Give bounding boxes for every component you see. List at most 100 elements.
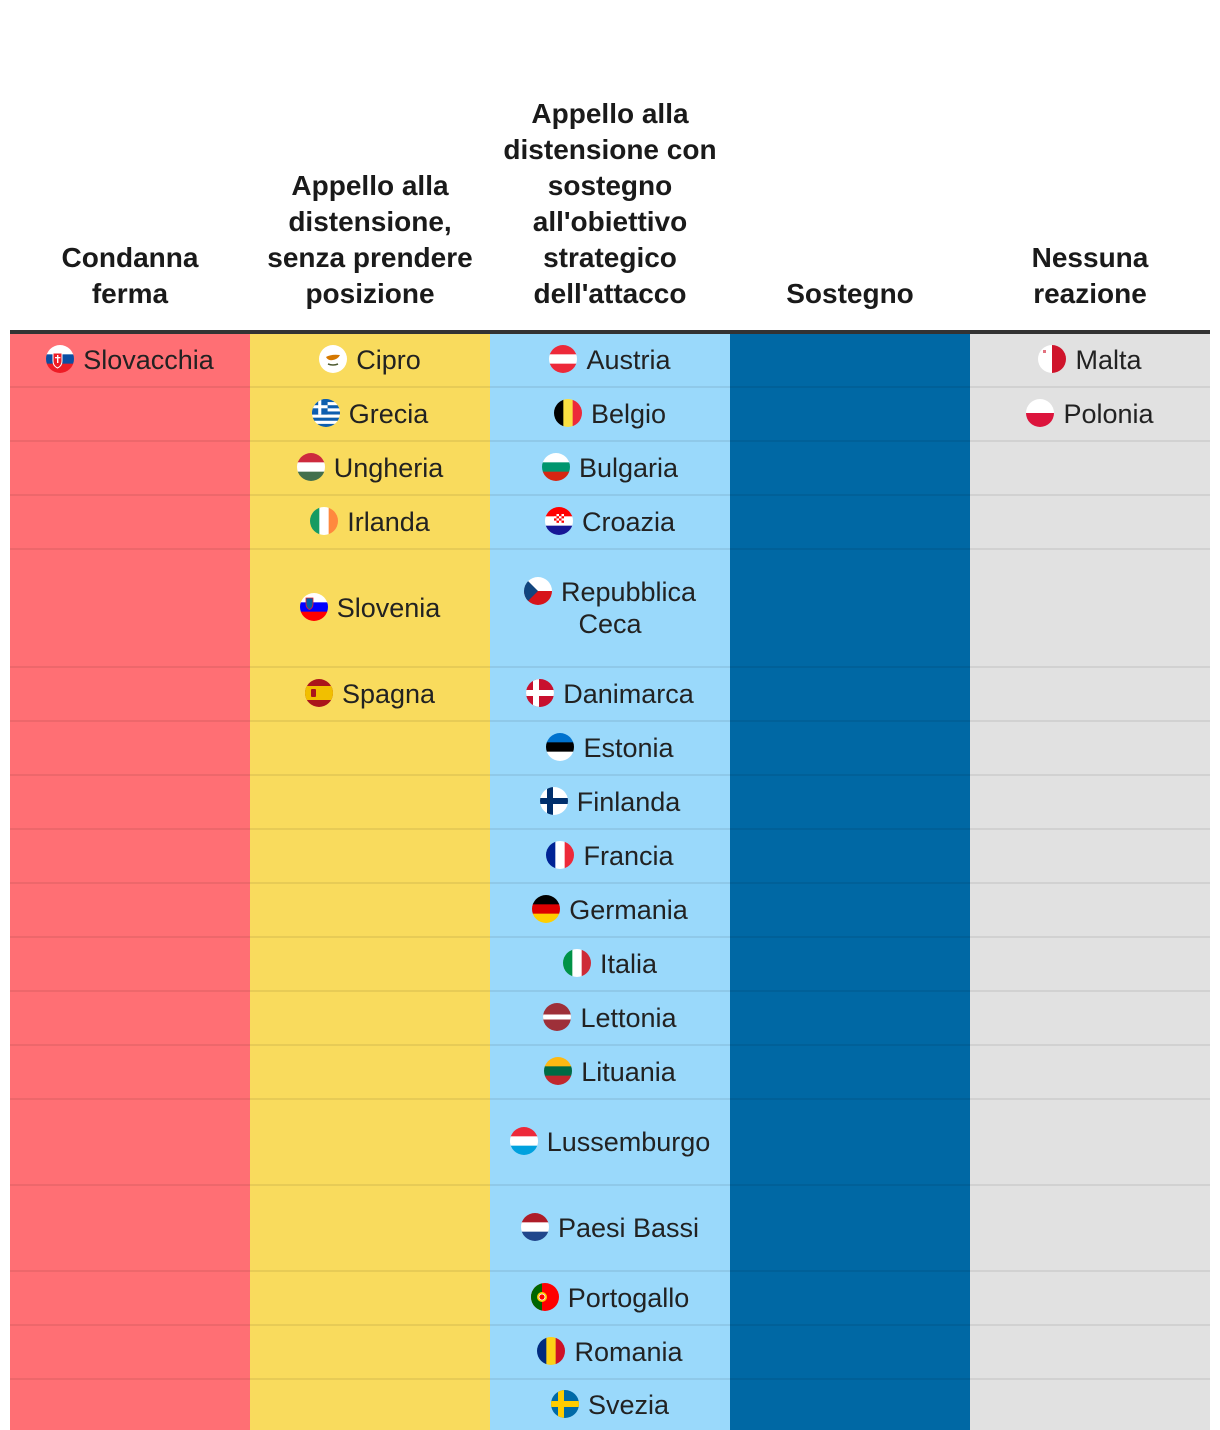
- germany-flag-icon: [532, 895, 561, 923]
- table-row: Ungheria Bulgaria: [10, 441, 1210, 496]
- country-label: Slovenia: [336, 593, 441, 623]
- cell-nessuna: [970, 1271, 1210, 1326]
- czechia-flag-icon: [523, 577, 552, 605]
- header-sostegno: Sostegno: [730, 0, 970, 334]
- country-entry: Ungheria: [296, 452, 443, 484]
- table-row: Romania: [10, 1325, 1210, 1380]
- cell-sostegno: [730, 549, 970, 668]
- cell-distensione_sostegno: Germania: [490, 883, 730, 938]
- country-label: Germania: [569, 895, 688, 925]
- sweden-flag-icon: [550, 1390, 579, 1418]
- cell-condanna: [10, 441, 250, 496]
- table-row: Slovacchia Cipro Austria Malta: [10, 332, 1210, 388]
- cell-condanna: [10, 1185, 250, 1272]
- country-label: Francia: [583, 841, 674, 871]
- country-label: Irlanda: [347, 507, 430, 537]
- hungary-flag-icon: [296, 453, 325, 481]
- cell-distensione: [250, 1379, 490, 1430]
- cell-sostegno: [730, 1185, 970, 1272]
- country-label: Bulgaria: [578, 453, 679, 483]
- cell-nessuna: [970, 991, 1210, 1046]
- cell-distensione: [250, 721, 490, 776]
- cell-condanna: [10, 667, 250, 722]
- cell-sostegno: [730, 721, 970, 776]
- belgium-flag-icon: [553, 399, 582, 427]
- country-label: Austria: [586, 345, 671, 375]
- country-label: Lettonia: [580, 1003, 677, 1033]
- cell-distensione: [250, 829, 490, 884]
- cell-distensione_sostegno: Lettonia: [490, 991, 730, 1046]
- cell-nessuna: [970, 829, 1210, 884]
- cell-distensione_sostegno: Francia: [490, 829, 730, 884]
- country-label: Croazia: [581, 507, 676, 537]
- italy-flag-icon: [562, 949, 591, 977]
- header-row: Condanna ferma Appello alla distensione,…: [10, 0, 1210, 334]
- country-label: Repubblica Ceca: [560, 577, 697, 639]
- romania-flag-icon: [537, 1337, 566, 1365]
- country-label: Cipro: [356, 345, 421, 375]
- country-label: Svezia: [587, 1390, 670, 1420]
- country-entry: Francia: [546, 840, 674, 872]
- country-label: Slovacchia: [83, 345, 214, 375]
- cell-distensione: [250, 883, 490, 938]
- cell-distensione_sostegno: Finlanda: [490, 775, 730, 830]
- cell-distensione_sostegno: Lituania: [490, 1045, 730, 1100]
- header-distensione-sostegno: Appello alla distensione con sostegno al…: [490, 0, 730, 334]
- cell-nessuna: [970, 721, 1210, 776]
- cell-condanna: [10, 991, 250, 1046]
- cell-condanna: [10, 1379, 250, 1430]
- estonia-flag-icon: [546, 733, 575, 761]
- header-distensione: Appello alla distensione, senza prendere…: [250, 0, 490, 334]
- cell-sostegno: [730, 937, 970, 992]
- cell-distensione: [250, 1045, 490, 1100]
- cell-distensione: Irlanda: [250, 495, 490, 550]
- country-label: Danimarca: [563, 679, 694, 709]
- country-entry: Spagna: [304, 678, 435, 710]
- cell-condanna: [10, 883, 250, 938]
- cell-nessuna: [970, 883, 1210, 938]
- header-nessuna: Nessuna reazione: [970, 0, 1210, 334]
- country-entry: Germania: [532, 894, 688, 926]
- cell-nessuna: [970, 495, 1210, 550]
- bulgaria-flag-icon: [541, 453, 570, 481]
- cell-nessuna: [970, 1379, 1210, 1430]
- cell-nessuna: [970, 1185, 1210, 1272]
- ireland-flag-icon: [310, 507, 339, 535]
- country-entry: Finlanda: [539, 786, 680, 818]
- country-entry: Cipro: [319, 344, 421, 376]
- cell-sostegno: [730, 495, 970, 550]
- cell-distensione_sostegno: Austria: [490, 332, 730, 388]
- cell-distensione_sostegno: Repubblica Ceca: [490, 549, 730, 668]
- country-entry: Danimarca: [526, 678, 694, 710]
- cell-sostegno: [730, 883, 970, 938]
- cell-distensione: Slovenia: [250, 549, 490, 668]
- table-row: Irlanda Croazia: [10, 495, 1210, 550]
- greece-flag-icon: [311, 399, 340, 427]
- cell-sostegno: [730, 332, 970, 388]
- france-flag-icon: [546, 841, 575, 869]
- cell-distensione: Ungheria: [250, 441, 490, 496]
- cell-nessuna: [970, 1045, 1210, 1100]
- table-row: Lettonia: [10, 991, 1210, 1046]
- table-row: Svezia: [10, 1379, 1210, 1430]
- cell-distensione_sostegno: Bulgaria: [490, 441, 730, 496]
- cell-condanna: [10, 829, 250, 884]
- country-entry: Austria: [549, 344, 671, 376]
- cell-sostegno: [730, 829, 970, 884]
- cell-distensione_sostegno: Italia: [490, 937, 730, 992]
- cell-nessuna: [970, 937, 1210, 992]
- cell-condanna: [10, 775, 250, 830]
- cell-nessuna: Polonia: [970, 387, 1210, 442]
- table-row: Slovenia Repubblica Ceca: [10, 549, 1210, 668]
- country-label: Romania: [574, 1337, 683, 1367]
- country-entry: Slovacchia: [46, 344, 214, 376]
- cell-nessuna: [970, 1325, 1210, 1380]
- cell-condanna: Slovacchia: [10, 332, 250, 388]
- cell-distensione: [250, 1099, 490, 1186]
- country-entry: Portogallo: [530, 1282, 689, 1314]
- reaction-table: Condanna ferma Appello alla distensione,…: [10, 0, 1210, 1430]
- table-row: Germania: [10, 883, 1210, 938]
- country-entry: Polonia: [1026, 398, 1154, 430]
- country-entry: Belgio: [553, 398, 666, 430]
- table-row: Francia: [10, 829, 1210, 884]
